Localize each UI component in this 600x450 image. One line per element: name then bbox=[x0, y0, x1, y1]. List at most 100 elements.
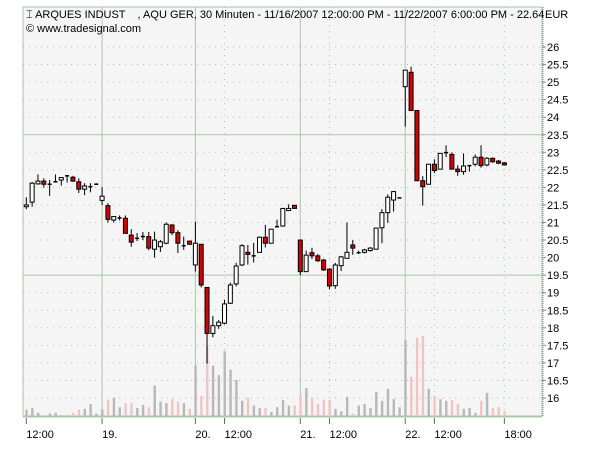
y-tick-label: 17.5 bbox=[547, 340, 568, 352]
candle-body bbox=[402, 69, 408, 88]
candle-body bbox=[204, 286, 210, 334]
candles bbox=[23, 66, 507, 364]
volume-bar bbox=[235, 380, 238, 416]
candle bbox=[152, 231, 158, 258]
volume-bar bbox=[101, 409, 104, 416]
candle bbox=[65, 175, 70, 183]
candle bbox=[29, 182, 35, 207]
candle-body bbox=[449, 153, 455, 170]
y-axis: 26 25.5 25 24.5 24 23.5 23 22.5 22 21.5 21 20.5 20 19… bbox=[542, 7, 568, 416]
candle-body bbox=[309, 252, 315, 257]
volume-bar bbox=[211, 365, 215, 416]
candle bbox=[128, 229, 134, 247]
candle bbox=[391, 190, 397, 212]
candle-body bbox=[286, 207, 292, 212]
x-tick-label: 12:00 bbox=[225, 429, 253, 441]
candle bbox=[472, 154, 478, 167]
volume-bar bbox=[246, 397, 250, 416]
candle bbox=[47, 180, 52, 196]
volume-bar bbox=[136, 408, 139, 416]
candle bbox=[70, 175, 76, 182]
volume-bar bbox=[165, 403, 168, 416]
gridlines bbox=[23, 7, 542, 416]
volume-bar bbox=[357, 405, 361, 416]
candle-body bbox=[291, 204, 297, 209]
candle-body bbox=[82, 185, 88, 190]
volume-bar bbox=[153, 385, 156, 416]
candle bbox=[187, 240, 193, 245]
candle-body bbox=[268, 228, 274, 244]
candle bbox=[332, 262, 338, 289]
volume-bar bbox=[264, 408, 267, 416]
volume-bar bbox=[363, 404, 366, 416]
candle bbox=[356, 250, 361, 255]
y-tick-label: 22 bbox=[547, 182, 559, 194]
volume-bar bbox=[54, 412, 57, 416]
candle bbox=[431, 159, 437, 174]
volume-bar bbox=[299, 395, 302, 416]
candle bbox=[35, 174, 41, 185]
volume-bar bbox=[258, 408, 261, 416]
candle-body bbox=[490, 157, 496, 163]
candle bbox=[58, 177, 64, 186]
x-tick-label: 12:00 bbox=[26, 429, 54, 441]
y-tick-label: 16 bbox=[547, 393, 559, 405]
candle-body bbox=[385, 196, 391, 214]
candle-body bbox=[379, 212, 385, 229]
candle bbox=[496, 160, 502, 165]
volume-bar bbox=[124, 403, 127, 416]
volume-bar bbox=[410, 376, 413, 416]
candle bbox=[367, 247, 373, 252]
candle-body bbox=[58, 177, 64, 181]
candle-body bbox=[344, 251, 350, 259]
candle bbox=[239, 244, 245, 267]
volume-bar bbox=[252, 405, 256, 416]
candle-body bbox=[437, 152, 443, 170]
volume-bar bbox=[141, 404, 145, 416]
volume-bar bbox=[71, 412, 75, 416]
candle-body bbox=[157, 241, 163, 248]
candle-body bbox=[373, 227, 379, 250]
volume-bar bbox=[380, 400, 384, 416]
volume-bar bbox=[130, 403, 133, 416]
candle-body bbox=[227, 284, 233, 304]
candle bbox=[53, 174, 58, 183]
volume-bar bbox=[305, 388, 308, 416]
candle bbox=[245, 244, 251, 265]
volume-bar bbox=[456, 404, 460, 416]
candle bbox=[286, 204, 292, 212]
candle bbox=[373, 227, 379, 250]
volume-bar bbox=[182, 403, 186, 416]
candle bbox=[23, 197, 29, 210]
volume-bar bbox=[48, 413, 52, 416]
candle-body bbox=[29, 182, 35, 203]
candle-body bbox=[408, 71, 414, 112]
currency-label: EUR bbox=[545, 9, 569, 21]
volume-bar bbox=[427, 388, 430, 416]
candle bbox=[274, 219, 279, 228]
x-tick-label: 12:00 bbox=[329, 429, 357, 441]
x-tick-label: 20. bbox=[195, 429, 210, 441]
volume-bar bbox=[83, 408, 86, 416]
candle-body bbox=[35, 180, 41, 185]
candle bbox=[251, 242, 256, 263]
candle-body bbox=[478, 156, 484, 167]
volume-bar bbox=[404, 340, 407, 416]
candle bbox=[216, 320, 222, 329]
copyright-text: © www.tradesignal.com bbox=[26, 23, 142, 35]
volume-bar bbox=[316, 404, 320, 416]
candle-body bbox=[332, 264, 338, 287]
candle bbox=[210, 315, 216, 338]
candle-body bbox=[431, 163, 437, 172]
candle bbox=[309, 247, 315, 260]
candle-body bbox=[198, 243, 204, 286]
candle bbox=[449, 152, 455, 170]
candle bbox=[338, 255, 344, 271]
candle-body bbox=[426, 163, 432, 185]
candle bbox=[163, 222, 169, 245]
volume-bar bbox=[194, 365, 197, 416]
volume-bar bbox=[287, 405, 291, 416]
candle bbox=[117, 215, 122, 221]
volume-bar bbox=[375, 392, 378, 416]
candle bbox=[467, 164, 472, 172]
